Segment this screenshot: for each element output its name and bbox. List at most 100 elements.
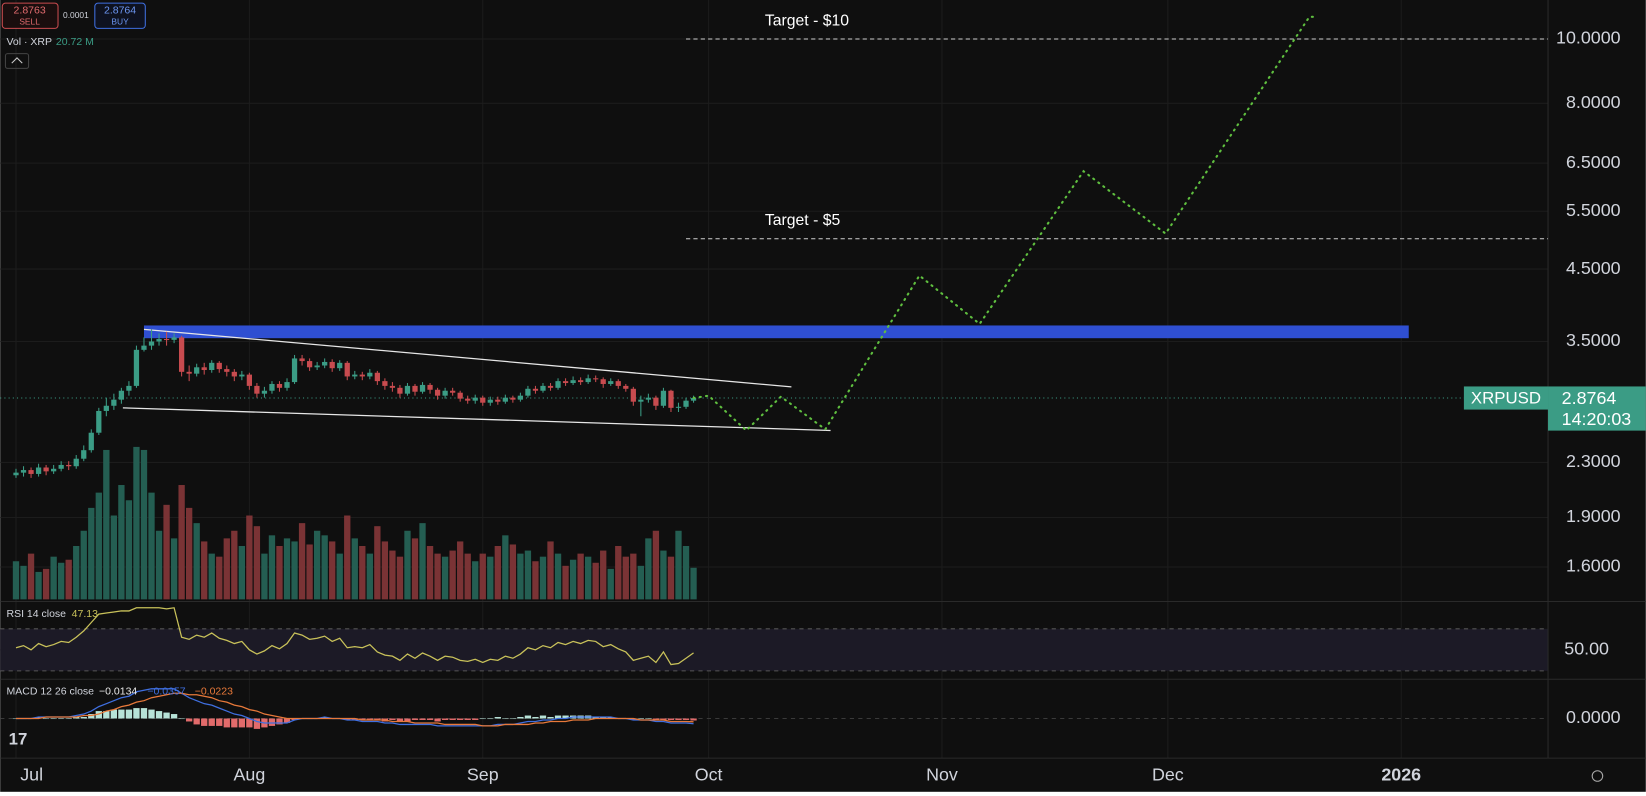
- candle-body: [118, 390, 125, 400]
- volume-bar: [140, 449, 148, 600]
- candle-body: [133, 349, 140, 386]
- candle-body: [427, 384, 433, 390]
- macd-histogram-bar: [396, 718, 404, 722]
- volume-bar: [652, 530, 660, 600]
- x-tick-label: Nov: [926, 765, 958, 785]
- macd-histogram-bar: [389, 718, 396, 720]
- volume-bar: [645, 538, 652, 600]
- volume-bar: [479, 553, 486, 600]
- buy-button[interactable]: [94, 2, 146, 29]
- channel-line: [122, 407, 831, 432]
- candle-body: [630, 388, 636, 402]
- macd-histogram-bar: [637, 718, 645, 720]
- macd-histogram-bar: [88, 714, 95, 719]
- volume-bar: [95, 492, 102, 600]
- volume-bar: [268, 535, 276, 600]
- volume-bar: [261, 553, 268, 600]
- spread: 0.0001: [63, 10, 89, 20]
- volume-bar: [88, 507, 95, 600]
- sell-button[interactable]: [1, 2, 59, 29]
- volume-bar: [133, 446, 140, 600]
- candle-body: [480, 397, 486, 403]
- candle-body: [412, 385, 418, 392]
- macd-histogram-bar: [185, 718, 193, 722]
- y-tick-label: 5.5000: [1566, 200, 1621, 220]
- symbol-label: XRPUSD: [1471, 389, 1541, 408]
- volume-bar: [313, 530, 321, 600]
- volume-bar: [329, 541, 336, 600]
- candle-body: [623, 385, 629, 389]
- volume-bar: [615, 546, 622, 600]
- resistance-zone: [143, 325, 1409, 339]
- candle-body: [88, 432, 94, 451]
- candle-body: [231, 371, 237, 377]
- macd-histogram-bar: [80, 717, 87, 719]
- volume-bar: [306, 544, 313, 600]
- x-tick-label: Sep: [467, 765, 499, 785]
- collapse-button[interactable]: [4, 53, 30, 69]
- volume-bar: [547, 541, 554, 600]
- collapse-icon: [11, 57, 23, 64]
- candle-body: [562, 381, 569, 384]
- volume-bar: [494, 546, 501, 600]
- macd-histogram-bar: [554, 715, 562, 719]
- volume-bar: [110, 515, 118, 600]
- grid: [0, 0, 1549, 759]
- macd-histogram-bar: [148, 709, 155, 719]
- volume-bar: [238, 546, 246, 600]
- volume-bar: [577, 553, 584, 600]
- price-label: 2.8764: [1562, 388, 1617, 408]
- candle-body: [382, 381, 388, 386]
- volume-bar: [170, 538, 178, 600]
- macd-histogram-bar: [125, 709, 133, 719]
- candle-body: [487, 399, 493, 403]
- volume-bar: [58, 562, 65, 600]
- target-label: Target - $10: [765, 12, 849, 29]
- macd-histogram-bar: [667, 718, 675, 720]
- volume-bar: [148, 492, 155, 600]
- candle-body: [35, 467, 42, 474]
- macd-histogram-bar: [283, 718, 291, 723]
- candle-body: [171, 337, 177, 340]
- macd-histogram-bar: [351, 718, 358, 720]
- volume-bar: [118, 485, 125, 600]
- macd-histogram-bar: [12, 718, 20, 720]
- candle-body: [314, 365, 320, 368]
- settings-icon[interactable]: [1591, 770, 1604, 782]
- volume-bar: [231, 530, 238, 600]
- rsi-tick-label: 50.00: [1564, 639, 1609, 659]
- candle-body: [465, 398, 471, 401]
- volume-current: 20.72 M: [56, 36, 94, 48]
- volume-bar: [201, 541, 208, 600]
- volume-bar: [298, 523, 306, 600]
- candle-body: [148, 341, 155, 346]
- macd-histogram-bar: [374, 718, 381, 720]
- volume-bar: [667, 556, 675, 600]
- x-tick-label: Oct: [695, 765, 723, 785]
- macd-histogram-bar: [494, 717, 501, 719]
- candle-body: [404, 385, 411, 394]
- macd-histogram-bar: [193, 718, 200, 725]
- candle-body: [419, 384, 426, 392]
- y-tick-label: 4.5000: [1566, 258, 1621, 278]
- candle-body: [517, 395, 524, 400]
- volume-bar: [20, 565, 27, 600]
- candle-body: [276, 383, 283, 388]
- candle-body: [28, 470, 34, 474]
- volume-bar: [336, 553, 343, 600]
- macd-histogram-bar: [216, 718, 223, 726]
- macd-histogram-bar: [592, 717, 599, 719]
- candle-body: [653, 397, 659, 406]
- candle-body: [254, 385, 260, 394]
- macd-line-label: −0.0357: [147, 686, 185, 698]
- candle-body: [690, 398, 697, 401]
- macd-histogram-bar: [366, 718, 373, 720]
- macd-histogram-bar: [675, 718, 682, 720]
- candle-body: [239, 374, 245, 377]
- symbol-box: [1463, 386, 1549, 410]
- volume-bar: [351, 538, 358, 600]
- countdown-label: 14:20:03: [1562, 409, 1632, 429]
- candle-body: [585, 378, 591, 383]
- candle-body: [66, 464, 72, 467]
- macd-histogram-bar: [344, 718, 351, 720]
